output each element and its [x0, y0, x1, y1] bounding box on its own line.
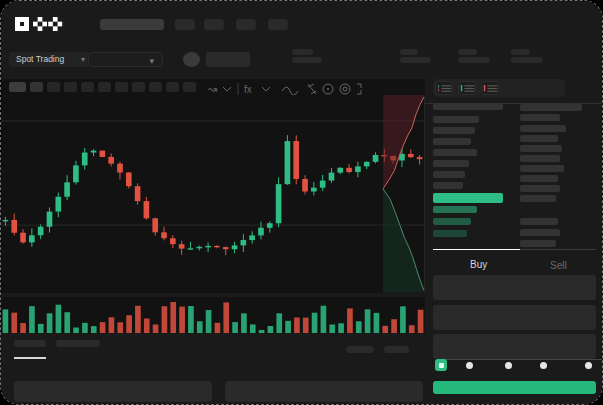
svg-text:fx: fx — [244, 84, 252, 95]
svg-text:↝: ↝ — [208, 83, 217, 95]
